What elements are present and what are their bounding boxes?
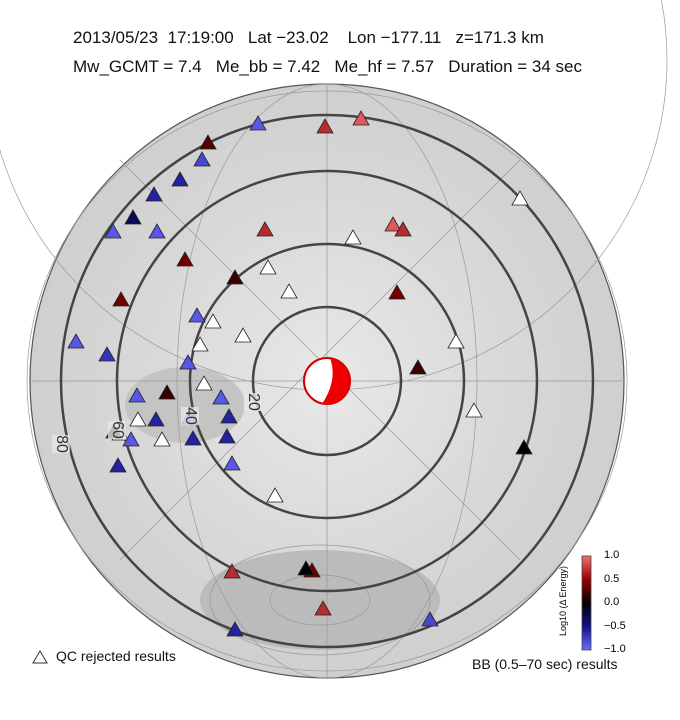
antarctica: [200, 550, 440, 650]
station-marker: [176, 251, 194, 267]
station-marker: [352, 110, 370, 126]
station-marker: [226, 269, 244, 285]
station-marker: [171, 171, 189, 187]
station-marker: [122, 431, 140, 447]
station-marker: [409, 359, 427, 375]
station-marker: [220, 408, 238, 424]
station-marker: [188, 307, 206, 323]
station-marker: [199, 134, 217, 150]
distance-ring-80: [59, 113, 595, 649]
ring-label: 20: [243, 393, 262, 411]
colorbar-tick-label: −1.0: [604, 643, 626, 655]
colorbar: [581, 555, 592, 651]
distance-ring-60: [115, 169, 539, 593]
station-marker: [316, 118, 334, 134]
ring-label: 60: [107, 421, 126, 439]
station-marker: [223, 563, 241, 579]
station-rejected: [447, 333, 465, 349]
station-rejected: [259, 259, 277, 275]
station-rejected: [344, 229, 362, 245]
station-marker: [193, 151, 211, 167]
beachball: [303, 357, 351, 405]
station-marker: [256, 221, 274, 237]
station-marker: [384, 216, 402, 232]
distance-ring-40: [188, 242, 466, 520]
station-rejected: [511, 190, 529, 206]
station-rejected: [153, 431, 171, 447]
station-marker: [98, 346, 116, 362]
station-marker: [223, 455, 241, 471]
station-marker: [112, 291, 130, 307]
station-marker: [67, 333, 85, 349]
station-rejected: [191, 336, 209, 352]
colorbar-tick-label: 0.0: [604, 596, 620, 608]
station-marker: [226, 621, 244, 637]
header-line-2: Mw_GCMT = 7.4 Me_bb = 7.42 Me_hf = 7.57 …: [73, 57, 583, 76]
station-marker: [212, 389, 230, 405]
graticule: [209, 544, 431, 656]
colorbar-label: Log10 (Δ Energy): [558, 565, 568, 637]
station-marker: [128, 387, 146, 403]
distance-ring-20: [251, 305, 403, 457]
station-marker: [297, 560, 315, 576]
station-marker: [145, 186, 163, 202]
station-marker: [124, 209, 142, 225]
station-rejected: [204, 313, 222, 329]
station-marker: [109, 457, 127, 473]
station-rejected: [129, 411, 147, 427]
station-marker: [184, 430, 202, 446]
legend-rejected-icon: [32, 650, 48, 664]
station-rejected: [234, 327, 252, 343]
station-rejected: [195, 375, 213, 391]
station-marker: [249, 115, 267, 131]
station-marker: [179, 354, 197, 370]
station-rejected: [465, 402, 483, 418]
graticule: [269, 574, 371, 626]
colorbar-tick-label: −0.5: [604, 619, 626, 632]
colorbar-tick-label: 1.0: [604, 549, 620, 561]
legend-rejected-label: QC rejected results: [56, 648, 176, 664]
station-marker: [515, 439, 533, 455]
station-rejected: [280, 283, 298, 299]
station-marker: [148, 223, 166, 239]
colorbar-tick-label: 0.5: [604, 572, 620, 585]
legend-bb-label: BB (0.5–70 sec) results: [472, 656, 618, 672]
header-line-1: 2013/05/23 17:19:00 Lat −23.02 Lon −177.…: [73, 28, 544, 47]
ring-label: 80: [51, 435, 70, 453]
station-marker: [104, 223, 122, 239]
station-marker: [147, 411, 165, 427]
station-marker: [421, 611, 439, 627]
ring-label: 40: [180, 407, 199, 425]
station-marker: [314, 600, 332, 616]
station-marker: [394, 221, 412, 237]
station-marker: [218, 428, 236, 444]
station-marker: [388, 284, 406, 300]
station-marker: [158, 384, 176, 400]
station-rejected: [266, 487, 284, 503]
